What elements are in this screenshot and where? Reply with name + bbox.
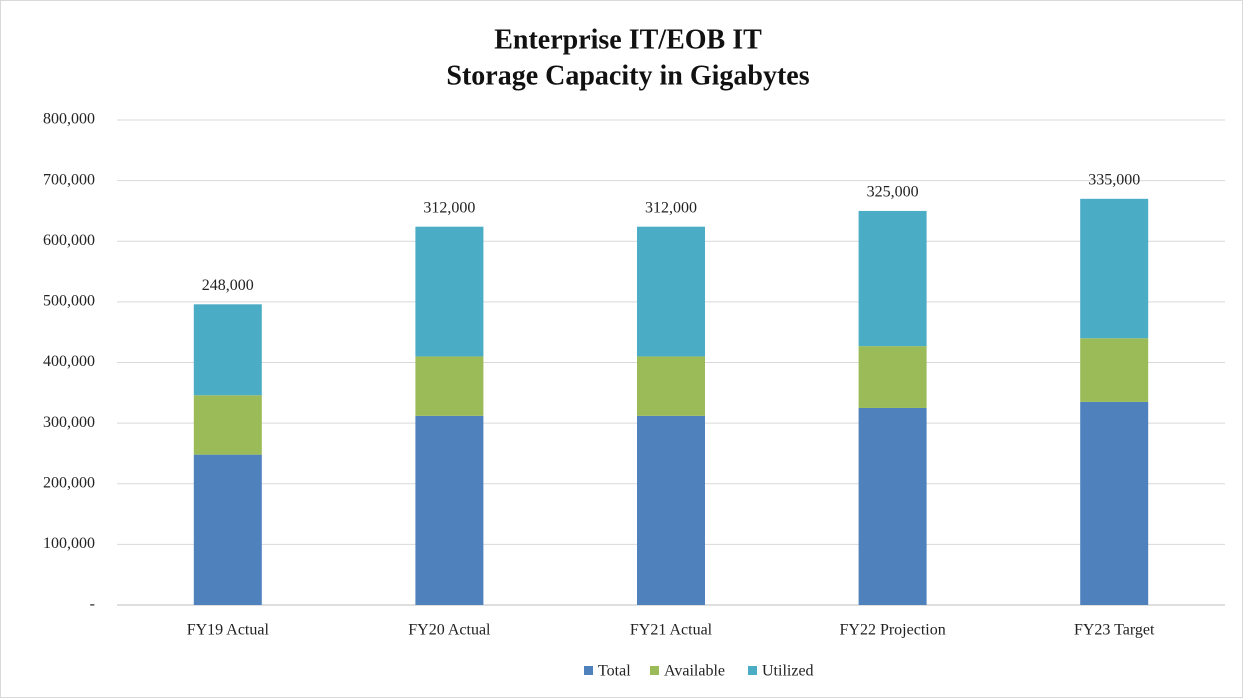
bar-segment: [637, 356, 705, 416]
chart-subtitle: Storage Capacity in Gigabytes: [446, 60, 809, 91]
y-tick-label: 400,000: [43, 353, 95, 370]
y-tick-label: 200,000: [43, 474, 95, 491]
x-tick-label: FY19 Actual: [187, 622, 270, 639]
data-label: 248,000: [202, 277, 254, 294]
data-label: 335,000: [1088, 171, 1140, 188]
data-label: 312,000: [423, 199, 475, 216]
y-tick-label: 500,000: [43, 293, 95, 310]
bar-segment: [193, 304, 262, 396]
y-tick-label: 300,000: [43, 414, 95, 431]
legend-swatch: [650, 666, 659, 675]
legend-label: Utilized: [762, 663, 814, 680]
y-tick-label: 600,000: [43, 232, 95, 249]
chart-title: Enterprise IT/EOB IT: [494, 24, 762, 55]
bar-segment: [193, 395, 262, 455]
bar-segment: [415, 226, 484, 357]
legend-label: Total: [598, 663, 631, 680]
bar-segment: [1080, 401, 1149, 605]
y-tick-label: -: [90, 596, 95, 613]
x-tick-label: FY22 Projection: [839, 622, 945, 639]
bar-segment: [1080, 338, 1149, 402]
x-tick-label: FY21 Actual: [630, 622, 713, 639]
y-tick-label: 800,000: [43, 111, 95, 128]
x-tick-label: FY23 Target: [1074, 622, 1155, 639]
x-tick-label: FY20 Actual: [408, 622, 491, 639]
y-tick-label: 700,000: [43, 171, 95, 188]
bar-segment: [415, 415, 484, 605]
bar-segment: [637, 226, 705, 357]
bar-segment: [858, 407, 927, 605]
legend-label: Available: [664, 663, 725, 680]
bar-segment: [1080, 198, 1149, 339]
legend-swatch: [748, 666, 757, 675]
data-label: 312,000: [645, 199, 697, 216]
bar-segment: [858, 210, 927, 347]
bar-segment: [858, 346, 927, 408]
bar-segment: [415, 356, 484, 416]
bar-segment: [193, 454, 262, 605]
legend-swatch: [584, 666, 593, 675]
y-tick-label: 100,000: [43, 535, 95, 552]
bar-segment: [637, 415, 705, 605]
data-label: 325,000: [867, 184, 919, 201]
